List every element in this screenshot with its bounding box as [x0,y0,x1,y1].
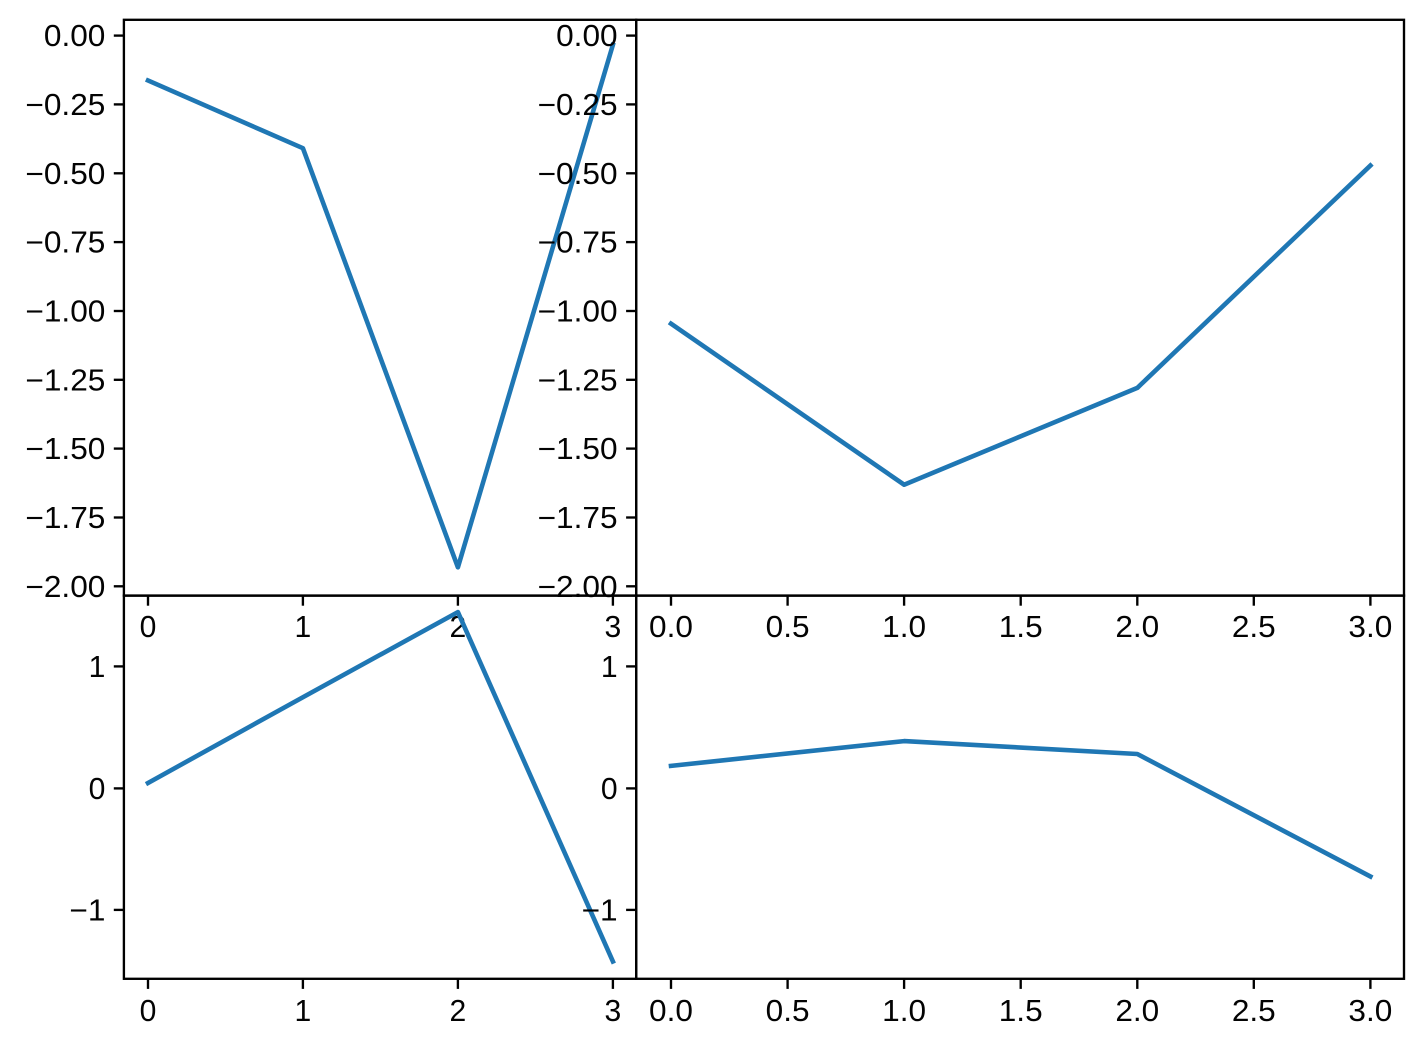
svg-text:3.0: 3.0 [1348,611,1392,644]
svg-text:3.0: 3.0 [1348,995,1392,1028]
svg-text:0.0: 0.0 [649,995,693,1028]
svg-text:1.5: 1.5 [999,611,1043,644]
svg-text:0.5: 0.5 [766,995,810,1028]
svg-text:−1.25: −1.25 [25,364,105,397]
svg-text:1: 1 [295,995,312,1028]
svg-text:1.5: 1.5 [999,995,1043,1028]
svg-text:−1.00: −1.00 [25,296,105,329]
svg-text:−0.75: −0.75 [25,227,105,260]
svg-text:−1.50: −1.50 [538,433,618,466]
svg-text:3: 3 [605,611,622,644]
svg-text:0: 0 [140,611,157,644]
svg-text:0.5: 0.5 [766,611,810,644]
svg-text:−1: −1 [69,895,105,928]
svg-text:0.0: 0.0 [649,611,693,644]
svg-text:−0.25: −0.25 [25,89,105,122]
svg-text:1: 1 [89,651,106,684]
svg-text:2.5: 2.5 [1232,995,1276,1028]
svg-text:−2.00: −2.00 [25,571,105,604]
svg-text:1: 1 [601,651,618,684]
svg-text:−1.00: −1.00 [538,296,618,329]
svg-text:−1.50: −1.50 [25,433,105,466]
svg-text:−2.00: −2.00 [538,571,618,604]
svg-text:−1: −1 [582,895,618,928]
svg-text:0.00: 0.00 [556,20,618,53]
svg-text:−0.25: −0.25 [538,89,618,122]
svg-text:0: 0 [601,773,618,806]
svg-text:2.5: 2.5 [1232,611,1276,644]
svg-text:0: 0 [140,995,157,1028]
svg-text:1: 1 [295,611,312,644]
svg-text:1.0: 1.0 [882,995,926,1028]
svg-text:2: 2 [450,995,467,1028]
svg-text:−1.75: −1.75 [25,502,105,535]
svg-text:−1.75: −1.75 [538,502,618,535]
svg-text:−1.25: −1.25 [538,364,618,397]
svg-text:0: 0 [89,773,106,806]
svg-text:1.0: 1.0 [882,611,926,644]
svg-text:−0.50: −0.50 [538,158,618,191]
svg-text:2.0: 2.0 [1115,611,1159,644]
svg-text:2.0: 2.0 [1115,995,1159,1028]
svg-text:−0.75: −0.75 [538,227,618,260]
svg-text:0.00: 0.00 [44,20,106,53]
svg-text:−0.50: −0.50 [25,158,105,191]
svg-text:3: 3 [605,995,622,1028]
